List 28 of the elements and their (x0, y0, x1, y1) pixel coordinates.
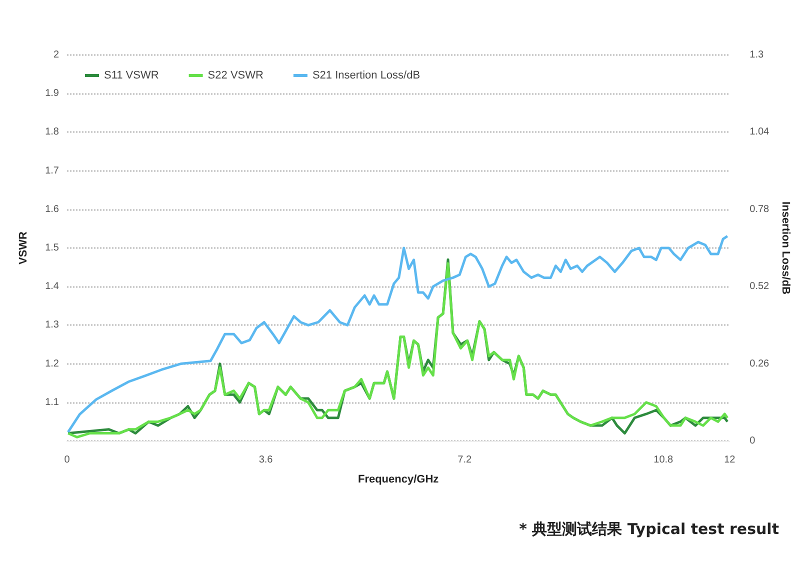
y-tick-label: 1.6 (45, 204, 60, 215)
y-tick-label: 1.7 (45, 165, 60, 176)
y-tick-label: 2 (53, 50, 60, 60)
legend-label: S21 Insertion Loss/dB (312, 70, 420, 82)
y-tick-label: 1.3 (45, 320, 60, 331)
y-tick-label: 1.4 (45, 281, 60, 292)
y-tick-label: 1.9 (45, 88, 60, 100)
x-tick-label: 3.6 (258, 454, 274, 466)
x-tick-label: 10.8 (654, 454, 674, 466)
legend-label: S11 VSWR (104, 70, 159, 82)
x-tick-label: 12 (724, 454, 736, 466)
x-axis-title: Frequency/GHz (358, 474, 440, 486)
legend-label: S22 VSWR (208, 70, 264, 82)
x-tick-label: 0 (64, 454, 70, 466)
y-tick-label: 1.2 (45, 358, 60, 370)
y2-tick-label: 0.26 (750, 358, 770, 370)
x-tick-label: 7.2 (458, 454, 472, 466)
y-tick-label: 1.8 (45, 126, 60, 138)
y2-tick-label: 1.3 (750, 50, 764, 60)
y2-tick-label: 0.52 (750, 281, 770, 292)
y-tick-label: 1.1 (45, 396, 60, 408)
text: * 典型测试结果 Typical test result (518, 520, 779, 539)
y2-axis-title: Insertion Loss/dB (780, 202, 792, 294)
y-axis-title: VSWR (18, 231, 30, 264)
y2-tick-label: 0 (750, 436, 756, 446)
y2-tick-label: 0.78 (750, 204, 770, 215)
y2-tick-label: 1.04 (750, 126, 770, 138)
y-tick-label: 1.5 (45, 242, 60, 254)
